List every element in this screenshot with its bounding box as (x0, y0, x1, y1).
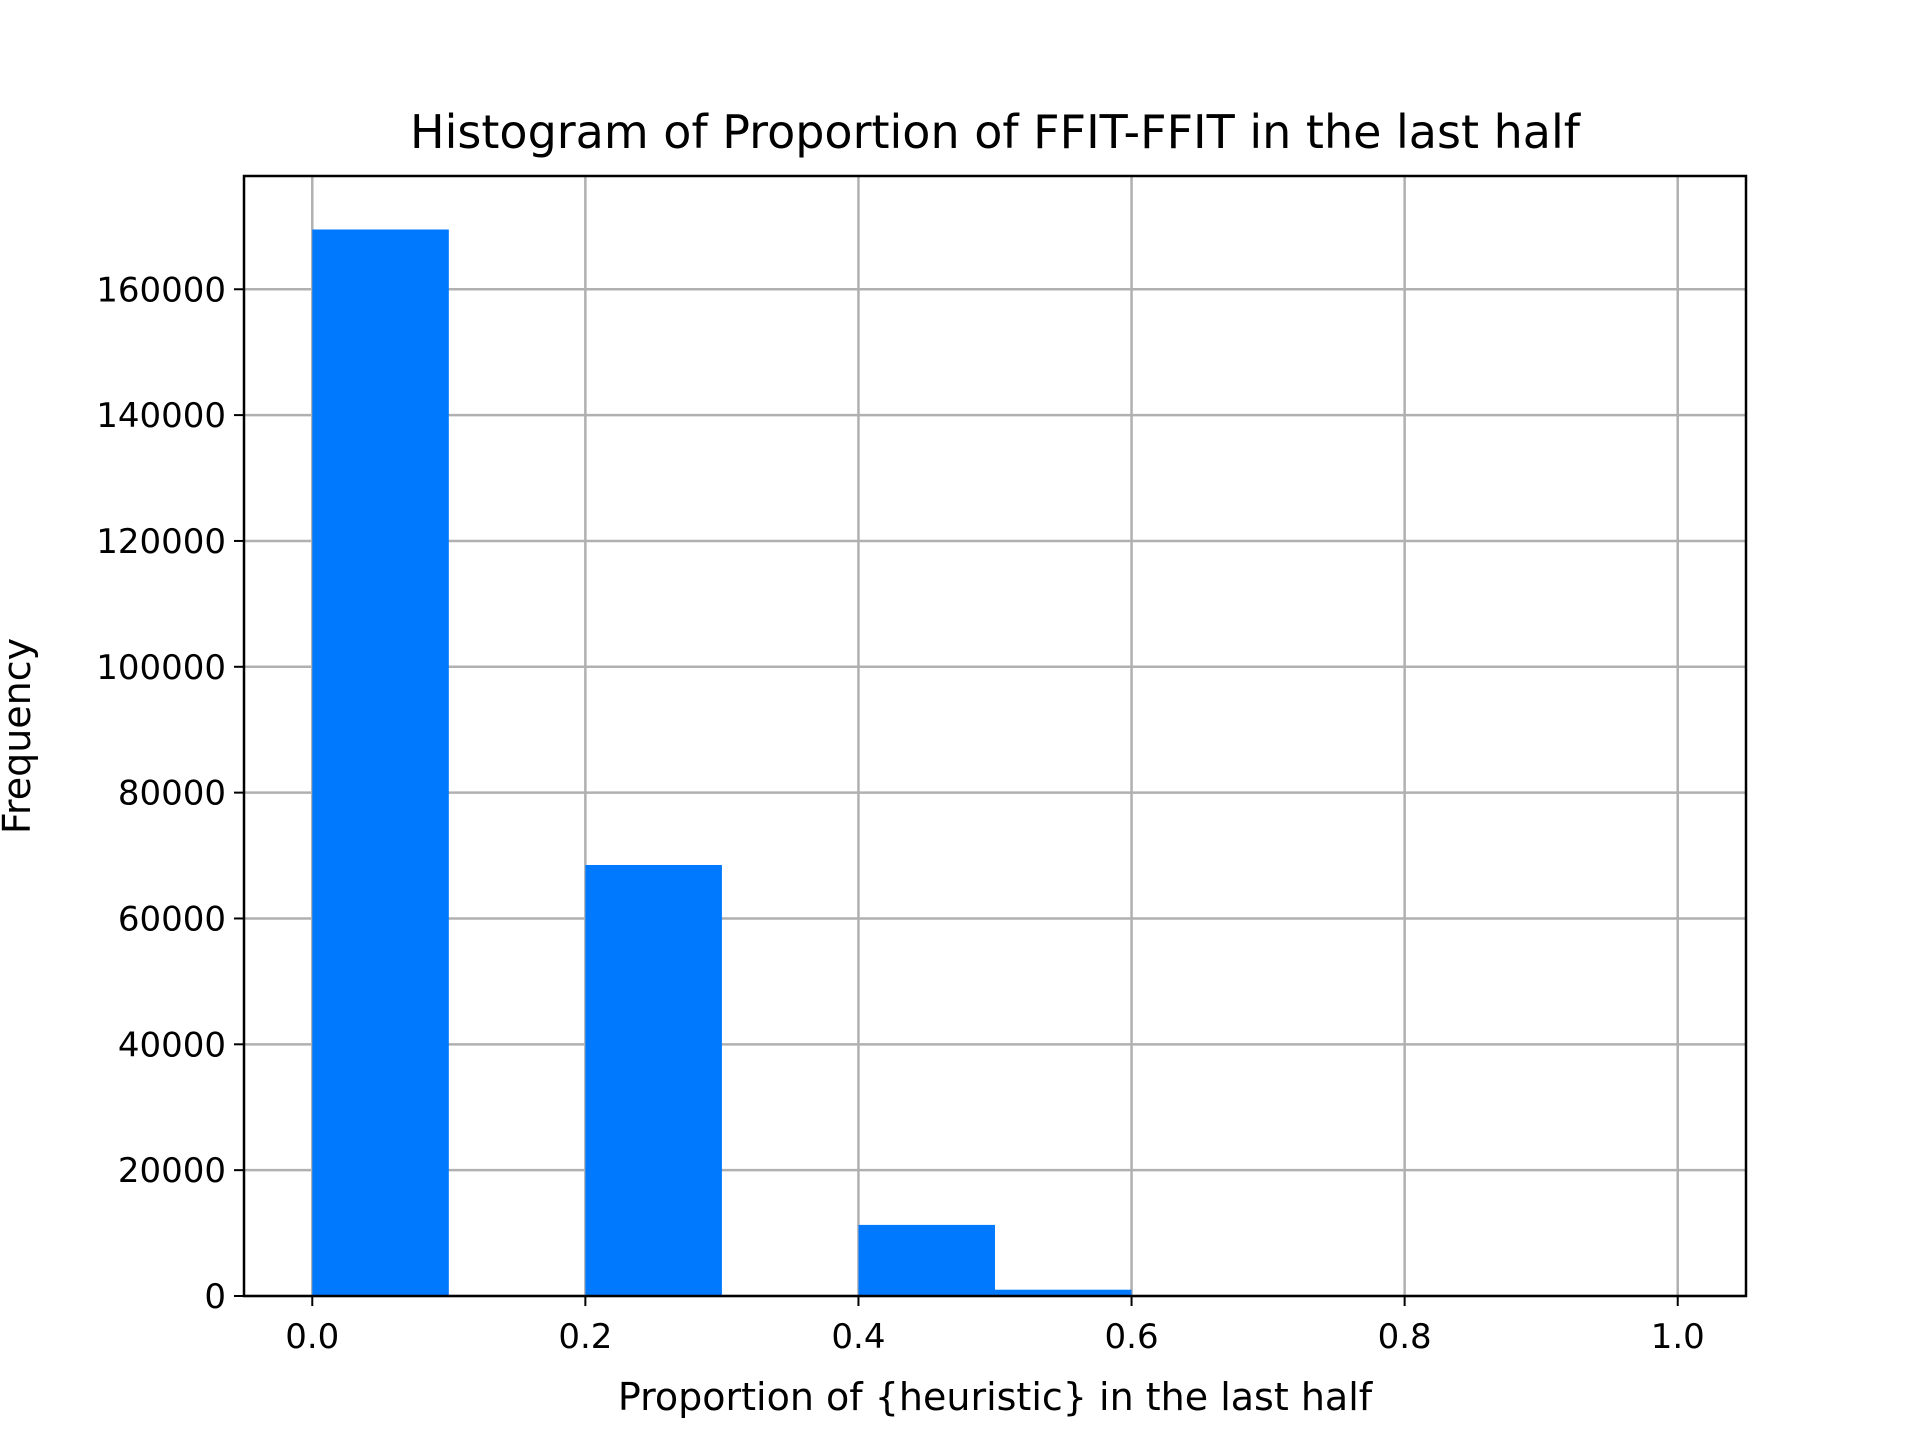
histogram-bar (858, 1224, 995, 1296)
chart-title: Histogram of Proportion of FFIT-FFIT in … (410, 105, 1582, 159)
x-tick-label: 0.2 (558, 1317, 612, 1357)
grid-lines (244, 176, 1746, 1298)
y-tick-label: 20000 (118, 1151, 226, 1191)
y-tick-label: 120000 (96, 522, 226, 562)
histogram-bar (312, 229, 449, 1296)
bars (312, 229, 1132, 1296)
y-tick-label: 160000 (96, 270, 226, 310)
histogram-bar (995, 1289, 1132, 1296)
x-tick-label: 1.0 (1651, 1317, 1705, 1357)
plot-frame (242, 174, 1748, 1298)
y-tick-label: 80000 (118, 774, 226, 814)
x-tick-label: 0.8 (1378, 1317, 1432, 1357)
histogram-bar (585, 864, 722, 1296)
y-tick-label: 100000 (96, 648, 226, 688)
y-tick-label: 40000 (118, 1025, 226, 1065)
y-axis-title: Frequency (0, 638, 39, 834)
y-tick-label: 0 (204, 1277, 226, 1317)
x-tick-label: 0.0 (285, 1317, 339, 1357)
x-tick-label: 0.6 (1105, 1317, 1159, 1357)
x-tick-label: 0.4 (831, 1317, 885, 1357)
x-axis-title: Proportion of {heuristic} in the last ha… (618, 1375, 1374, 1419)
axis-ticks: 0.0 0.2 0.4 0.6 0.8 1.0 0 20000 40000 60000 80000 1… (96, 270, 1705, 1357)
y-tick-label: 140000 (96, 396, 226, 436)
y-tick-label: 60000 (118, 899, 226, 939)
